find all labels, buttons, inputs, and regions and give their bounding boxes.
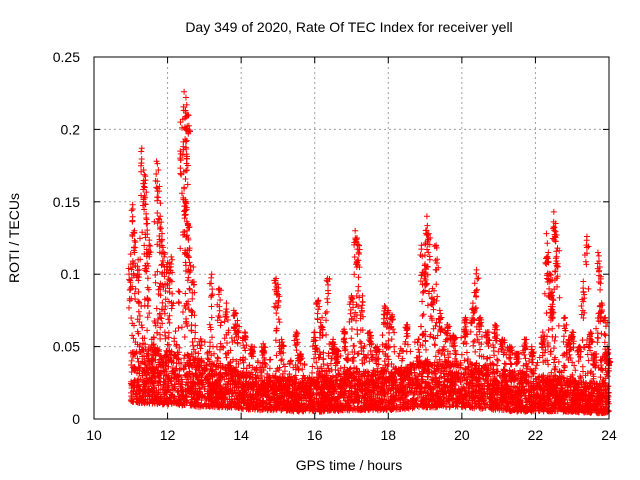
data-point [189, 338, 196, 345]
data-point [494, 356, 501, 363]
data-point [254, 357, 261, 364]
data-point [324, 362, 331, 369]
chart-title: Day 349 of 2020, Rate Of TEC Index for r… [185, 19, 512, 35]
data-point [313, 359, 320, 366]
data-point [287, 357, 294, 364]
data-point [422, 338, 429, 345]
data-point [501, 360, 508, 367]
data-point [423, 346, 430, 353]
data-point [178, 324, 185, 331]
data-point [350, 354, 357, 361]
data-point [233, 358, 240, 365]
data-point [217, 346, 224, 353]
data-point [453, 351, 460, 358]
data-point [136, 341, 143, 348]
data-point [470, 342, 477, 349]
data-point [222, 350, 229, 357]
data-point [181, 355, 188, 362]
data-point [424, 373, 431, 380]
data-point [144, 327, 151, 334]
data-point [192, 349, 199, 356]
data-point [190, 342, 197, 349]
data-points [125, 88, 614, 417]
data-point [286, 359, 293, 366]
data-point [128, 315, 135, 322]
data-point [411, 338, 418, 345]
data-point [164, 341, 171, 348]
data-point [129, 332, 136, 339]
data-point [301, 361, 308, 368]
data-point [218, 343, 225, 350]
data-point [181, 334, 188, 341]
data-point [415, 336, 422, 343]
data-point [548, 369, 555, 376]
data-point [435, 349, 442, 356]
data-point [325, 365, 332, 372]
data-point [295, 367, 302, 374]
data-point [309, 369, 316, 376]
data-point [550, 359, 557, 366]
data-point [490, 344, 497, 351]
data-point [533, 362, 540, 369]
data-point [166, 319, 173, 326]
data-point [134, 355, 141, 362]
data-point [416, 349, 423, 356]
data-point [201, 338, 208, 345]
data-point [458, 334, 465, 341]
data-point [175, 325, 182, 332]
data-point [474, 336, 481, 343]
data-point [214, 354, 221, 361]
data-point [309, 363, 316, 370]
data-point [273, 368, 280, 375]
data-point [472, 348, 479, 355]
data-point [434, 332, 441, 339]
data-point [551, 372, 558, 379]
data-point [128, 357, 135, 364]
data-point [158, 355, 165, 362]
grid-layer [94, 57, 609, 419]
data-point [320, 355, 327, 362]
data-point [157, 335, 164, 342]
data-point [165, 334, 172, 341]
data-point [172, 328, 179, 335]
data-point [495, 357, 501, 364]
data-point [407, 348, 414, 355]
data-point [381, 358, 388, 365]
data-point [572, 367, 579, 374]
data-point [302, 377, 309, 384]
data-point [213, 343, 220, 350]
data-point [495, 348, 502, 355]
data-point [266, 365, 273, 372]
data-point [278, 357, 285, 364]
data-point [343, 356, 350, 363]
